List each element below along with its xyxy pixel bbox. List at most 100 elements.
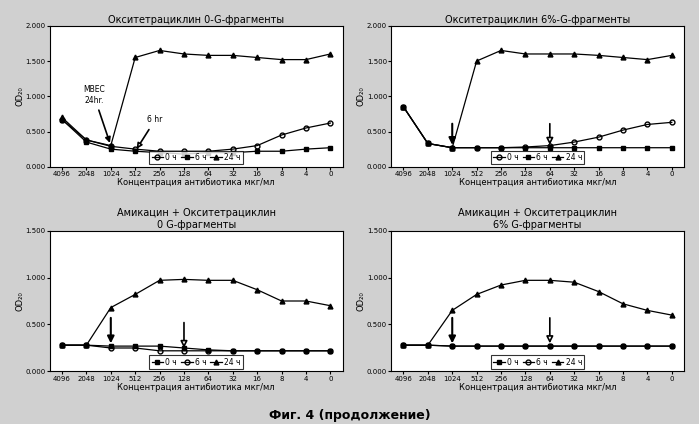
0 ч (204, 347, 212, 352)
0 ч (668, 343, 676, 349)
6 ч (473, 343, 481, 349)
Title: Окситетрациклин 0-G-фрагменты: Окситетрациклин 0-G-фрагменты (108, 15, 284, 25)
6 ч (619, 343, 627, 349)
Legend: 0 ч, 6 ч, 24 ч: 0 ч, 6 ч, 24 ч (150, 151, 243, 165)
24 ч (619, 301, 627, 307)
6 ч (58, 343, 66, 348)
Line: 0 ч: 0 ч (401, 343, 675, 349)
24 ч (204, 278, 212, 283)
24 ч (229, 53, 237, 58)
0 ч (594, 343, 603, 349)
0 ч (155, 343, 164, 349)
0 ч (521, 343, 530, 349)
0 ч (131, 343, 139, 349)
24 ч (302, 57, 310, 62)
24 ч (399, 343, 408, 348)
6 ч (82, 343, 91, 348)
6 ч (546, 145, 554, 150)
0 ч (107, 343, 115, 349)
0 ч (546, 343, 554, 349)
0 ч (424, 141, 432, 146)
6 ч (180, 348, 188, 353)
6 ч (155, 348, 164, 353)
24 ч (424, 141, 432, 146)
6 ч (448, 343, 456, 349)
24 ч (229, 278, 237, 283)
24 ч (278, 298, 286, 304)
6 ч (58, 117, 66, 122)
6 ч (619, 145, 627, 150)
6 ч (229, 150, 237, 155)
24 ч (473, 292, 481, 297)
Title: Амикацин + Окситетрациклин
0 G-фрагменты: Амикацин + Окситетрациклин 0 G-фрагменты (117, 208, 275, 230)
X-axis label: Концентрация антибиотика мкг/мл: Концентрация антибиотика мкг/мл (117, 179, 275, 187)
24 ч (155, 278, 164, 283)
6 ч (107, 147, 115, 152)
6 ч (326, 145, 335, 150)
6 ч (131, 149, 139, 154)
0 ч (82, 343, 91, 348)
Text: 6 hr: 6 hr (138, 115, 163, 147)
6 ч (155, 150, 164, 155)
0 ч (253, 143, 261, 148)
Line: 6 ч: 6 ч (401, 104, 675, 150)
0 ч (473, 343, 481, 349)
24 ч (82, 137, 91, 142)
24 ч (594, 53, 603, 58)
0 ч (58, 343, 66, 348)
0 ч (180, 346, 188, 351)
0 ч (521, 145, 530, 150)
Y-axis label: OD₂₀: OD₂₀ (356, 291, 366, 311)
24 ч (473, 59, 481, 64)
6 ч (131, 346, 139, 351)
6 ч (399, 343, 408, 348)
0 ч (448, 343, 456, 349)
6 ч (497, 343, 505, 349)
24 ч (253, 55, 261, 60)
6 ч (180, 151, 188, 156)
24 ч (58, 115, 66, 120)
6 ч (546, 343, 554, 349)
6 ч (253, 348, 261, 353)
Y-axis label: OD₂₀: OD₂₀ (356, 86, 366, 106)
Text: Фиг. 4 (продолжение): Фиг. 4 (продолжение) (268, 409, 431, 422)
0 ч (448, 145, 456, 150)
6 ч (643, 343, 651, 349)
6 ч (570, 145, 578, 150)
6 ч (570, 343, 578, 349)
6 ч (668, 343, 676, 349)
0 ч (643, 343, 651, 349)
24 ч (546, 278, 554, 283)
6 ч (497, 145, 505, 150)
0 ч (155, 149, 164, 154)
0 ч (570, 139, 578, 145)
Text: МВЕС
24hr.: МВЕС 24hr. (83, 85, 110, 141)
Line: 24 ч: 24 ч (59, 277, 333, 348)
24 ч (521, 51, 530, 56)
0 ч (594, 134, 603, 139)
24 ч (643, 57, 651, 62)
24 ч (58, 343, 66, 348)
6 ч (473, 145, 481, 150)
Title: Окситетрациклин 6%-G-фрагменты: Окситетрациклин 6%-G-фрагменты (445, 15, 630, 25)
6 ч (521, 145, 530, 150)
24 ч (594, 289, 603, 294)
24 ч (180, 51, 188, 56)
24 ч (302, 298, 310, 304)
Line: 0 ч: 0 ч (59, 117, 333, 153)
0 ч (497, 343, 505, 349)
0 ч (131, 147, 139, 152)
24 ч (155, 48, 164, 53)
6 ч (302, 348, 310, 353)
0 ч (424, 343, 432, 348)
0 ч (302, 348, 310, 353)
6 ч (424, 343, 432, 348)
Line: 6 ч: 6 ч (401, 343, 675, 349)
Line: 24 ч: 24 ч (401, 278, 675, 348)
6 ч (204, 348, 212, 353)
Y-axis label: OD₂₀: OD₂₀ (15, 291, 24, 311)
24 ч (570, 280, 578, 285)
24 ч (643, 308, 651, 313)
6 ч (424, 141, 432, 146)
0 ч (253, 348, 261, 353)
